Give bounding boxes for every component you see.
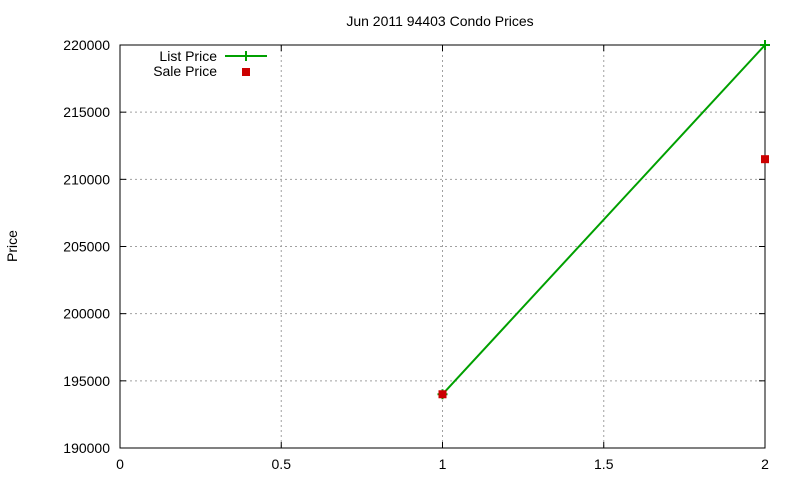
y-tick-label: 190000 (63, 440, 110, 456)
sale-price-point (438, 390, 447, 399)
y-axis-label: Price (4, 230, 20, 262)
legend-list-price-label: List Price (159, 48, 217, 64)
x-tick-label: 2 (761, 456, 769, 472)
y-tick-label: 220000 (63, 37, 110, 53)
legend-list-price-marker (241, 51, 251, 61)
legend-sale-price-label: Sale Price (153, 63, 217, 79)
x-tick-label: 0 (116, 456, 124, 472)
list-price-point (760, 40, 770, 50)
x-axis-ticks: 0 0.5 1 1.5 2 (116, 45, 769, 472)
legend-sale-price-marker (242, 68, 250, 76)
legend: List Price Sale Price (153, 48, 267, 79)
sale-price-point (761, 155, 769, 164)
y-axis-ticks: 190000 195000 200000 205000 210000 215000 2200… (63, 37, 765, 456)
x-tick-label: 0.5 (272, 456, 292, 472)
series-layer (437, 40, 770, 400)
y-tick-label: 195000 (63, 373, 110, 389)
x-tick-label: 1.5 (594, 456, 614, 472)
list-price-line (441, 44, 766, 395)
chart-title: Jun 2011 94403 Condo Prices (346, 13, 533, 29)
y-tick-label: 215000 (63, 104, 110, 120)
y-tick-label: 210000 (63, 171, 110, 187)
x-tick-label: 1 (439, 456, 447, 472)
grid (120, 45, 765, 448)
y-tick-label: 200000 (63, 306, 110, 322)
y-tick-label: 205000 (63, 239, 110, 255)
